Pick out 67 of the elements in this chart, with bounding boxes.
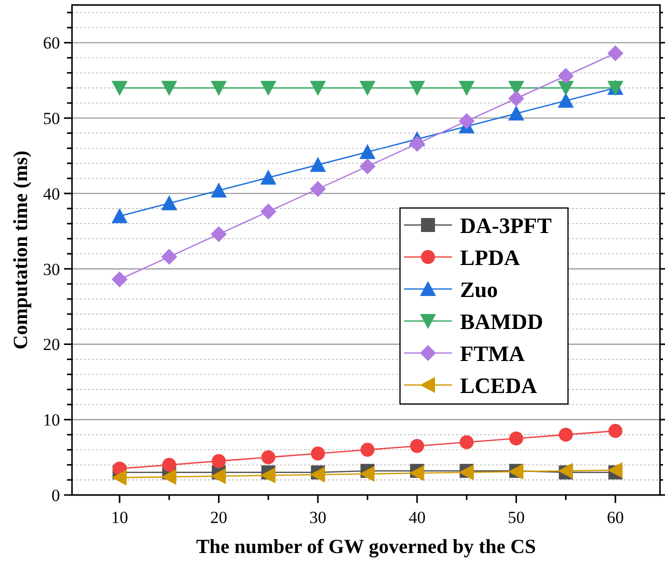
point — [310, 80, 326, 96]
y-tick-label: 50 — [43, 109, 60, 128]
x-tick-label: 10 — [111, 508, 128, 527]
point — [360, 442, 374, 457]
y-axis-title: Computation time (ms) — [10, 150, 32, 350]
point — [210, 468, 226, 484]
point — [210, 80, 227, 96]
point — [558, 428, 573, 442]
x-tick-label: 60 — [606, 508, 624, 527]
point — [458, 80, 475, 96]
point — [161, 195, 178, 210]
x-tick-label: 20 — [210, 508, 228, 527]
point — [260, 467, 276, 484]
point — [261, 450, 276, 464]
y-tick-label: 40 — [43, 184, 60, 204]
point — [210, 182, 227, 198]
y-tick-label: 0 — [52, 486, 60, 505]
legend-label: Zuo — [460, 277, 498, 302]
legend-label: DA-3PFT — [460, 213, 552, 238]
x-axis-title: The number of GW governed by the CS — [196, 536, 536, 558]
point — [458, 113, 475, 130]
point — [409, 136, 426, 152]
point — [460, 435, 474, 450]
point — [310, 446, 325, 461]
legend-label: FTMA — [460, 341, 525, 366]
x-tick-label: 50 — [508, 508, 525, 527]
point — [410, 439, 424, 453]
point — [508, 106, 524, 121]
point — [260, 204, 276, 220]
point — [310, 180, 326, 197]
y-tick-label: 60 — [43, 34, 60, 53]
legend-label: LCEDA — [460, 373, 538, 398]
point — [508, 90, 524, 106]
y-tick-label: 20 — [43, 335, 60, 354]
point — [260, 80, 276, 96]
point — [212, 454, 226, 468]
x-tick-label: 30 — [309, 508, 326, 527]
point — [608, 424, 622, 438]
point — [210, 226, 227, 242]
point — [607, 462, 622, 478]
y-tick-label: 30 — [43, 260, 60, 279]
x-tick-label: 40 — [408, 508, 426, 527]
point — [558, 80, 574, 96]
point — [607, 45, 624, 62]
point — [112, 80, 128, 96]
point — [558, 68, 574, 84]
point — [112, 271, 128, 288]
point — [409, 465, 424, 482]
point — [558, 92, 574, 108]
point — [310, 466, 325, 483]
y-tick-label: 10 — [43, 410, 60, 430]
point — [359, 466, 374, 482]
point — [112, 470, 127, 486]
point — [359, 80, 376, 96]
point — [260, 170, 276, 185]
legend-label: BAMDD — [460, 309, 544, 334]
point — [359, 144, 376, 159]
point — [359, 158, 376, 174]
point — [310, 156, 326, 172]
point — [409, 80, 426, 96]
point — [509, 431, 524, 446]
point — [112, 208, 128, 224]
point — [161, 468, 176, 485]
legend-label: LPDA — [460, 245, 520, 270]
point — [161, 248, 178, 265]
point — [161, 80, 178, 96]
point — [162, 458, 176, 472]
